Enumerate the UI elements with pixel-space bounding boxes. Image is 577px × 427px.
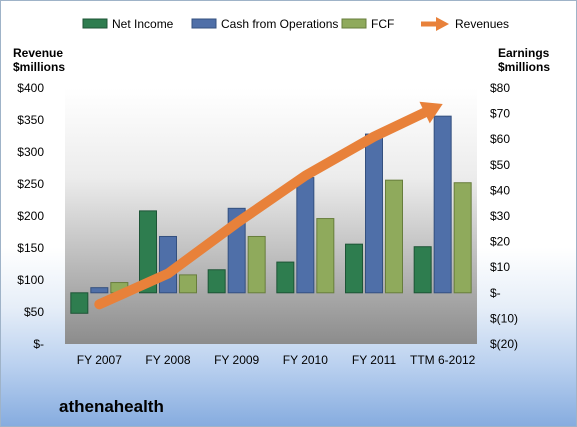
left-tick-label: $50 (24, 305, 44, 319)
legend-label-1: Net Income (112, 17, 174, 31)
bar-net-income-5 (345, 243, 363, 294)
right-tick-label: $70 (490, 107, 510, 121)
legend-swatch-1 (82, 18, 108, 29)
legend-label-2: Cash from Operations (221, 17, 338, 31)
left-tick-label: $100 (17, 273, 44, 287)
left-tick-label: $400 (17, 81, 44, 95)
right-tick-label: $80 (490, 81, 510, 95)
bar-net-income-1 (70, 292, 89, 314)
right-tick-label: $60 (490, 132, 510, 146)
right-tick-label: $(20) (490, 337, 518, 351)
bar-net-income-6 (413, 246, 432, 294)
x-tick-label: FY 2011 (352, 353, 397, 367)
bar-fcf-2 (179, 274, 197, 294)
bar-fcf-4 (316, 218, 335, 294)
right-axis-title-line2: $millions (498, 60, 550, 74)
left-tick-label: $300 (17, 145, 44, 159)
revenues-arrowhead (419, 101, 443, 124)
right-tick-label: $40 (490, 183, 510, 197)
left-tick-label: $- (33, 337, 44, 351)
x-tick-label: FY 2007 (77, 353, 122, 367)
right-tick-label: $50 (490, 158, 510, 172)
bar-cash-from-operations-6 (433, 115, 452, 294)
x-tick-label: FY 2010 (283, 353, 328, 367)
x-tick-label: FY 2009 (214, 353, 259, 367)
left-axis-title-line1: Revenue (13, 46, 63, 60)
revenues-line (94, 105, 436, 310)
legend-label-4: Revenues (455, 17, 509, 31)
left-tick-label: $200 (17, 209, 44, 223)
left-axis-title-line2: $millions (13, 60, 65, 74)
bar-cash-from-operations-4 (296, 177, 315, 294)
right-tick-label: $- (490, 286, 501, 300)
bar-cash-from-operations-5 (365, 133, 383, 294)
bar-net-income-2 (139, 210, 157, 294)
left-tick-label: $350 (17, 113, 44, 127)
plot-area (65, 88, 477, 344)
legend-arrow-head (436, 17, 449, 31)
right-axis-title-line1: Earnings (498, 46, 550, 60)
bar-net-income-3 (207, 269, 226, 294)
legend-swatch-3 (341, 18, 367, 29)
left-tick-label: $250 (17, 177, 44, 191)
bar-cash-from-operations-1 (90, 287, 109, 294)
x-tick-label: TTM 6-2012 (410, 353, 476, 367)
right-tick-label: $30 (490, 209, 510, 223)
legend-label-3: FCF (371, 17, 394, 31)
right-tick-label: $10 (490, 260, 510, 274)
company-name: athenahealth (59, 397, 164, 416)
bar-fcf-6 (453, 182, 472, 294)
legend-swatch-2 (191, 18, 217, 29)
left-tick-label: $150 (17, 241, 44, 255)
x-tick-label: FY 2008 (145, 353, 190, 367)
right-tick-label: $(10) (490, 311, 518, 325)
right-tick-label: $20 (490, 235, 510, 249)
bar-fcf-3 (247, 235, 266, 294)
bar-fcf-5 (385, 179, 403, 294)
bar-net-income-4 (276, 261, 295, 294)
